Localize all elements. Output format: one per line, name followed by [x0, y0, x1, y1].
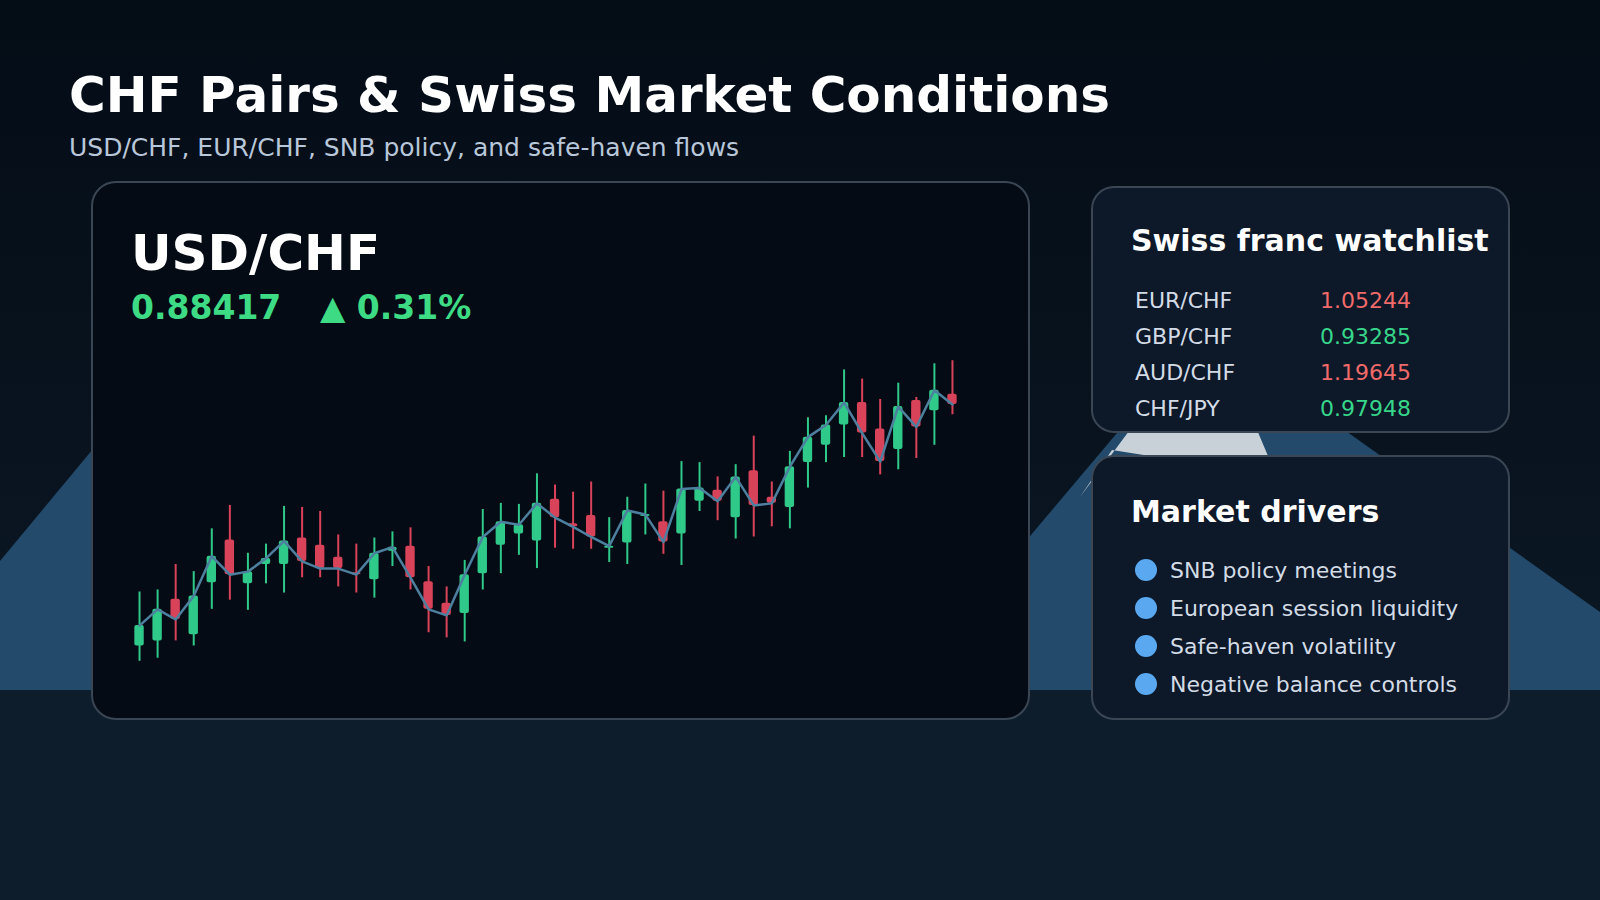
svg-text:▲ 0.31%: ▲ 0.31% [320, 288, 471, 327]
svg-text:USD/CHF: USD/CHF [131, 224, 380, 282]
svg-text:Negative balance controls: Negative balance controls [1170, 672, 1457, 697]
svg-text:0.97948: 0.97948 [1320, 396, 1411, 421]
svg-text:CHF Pairs & Swiss Market Condi: CHF Pairs & Swiss Market Conditions [69, 66, 1110, 124]
svg-text:0.93285: 0.93285 [1320, 324, 1411, 349]
svg-text:EUR/CHF: EUR/CHF [1135, 288, 1232, 313]
svg-text:CHF/JPY: CHF/JPY [1135, 396, 1220, 421]
svg-text:Market drivers: Market drivers [1131, 494, 1379, 529]
svg-text:USD/CHF, EUR/CHF, SNB policy,: USD/CHF, EUR/CHF, SNB policy, and safe-h… [69, 133, 739, 162]
svg-text:1.19645: 1.19645 [1320, 360, 1411, 385]
svg-text:SNB policy meetings: SNB policy meetings [1170, 558, 1397, 583]
svg-text:European session liquidity: European session liquidity [1170, 596, 1458, 621]
svg-text:Safe-haven volatility: Safe-haven volatility [1170, 634, 1396, 659]
svg-text:GBP/CHF: GBP/CHF [1135, 324, 1232, 349]
svg-text:AUD/CHF: AUD/CHF [1135, 360, 1235, 385]
svg-text:Swiss franc watchlist: Swiss franc watchlist [1131, 223, 1489, 258]
svg-text:0.88417: 0.88417 [131, 288, 281, 327]
svg-text:1.05244: 1.05244 [1320, 288, 1411, 313]
